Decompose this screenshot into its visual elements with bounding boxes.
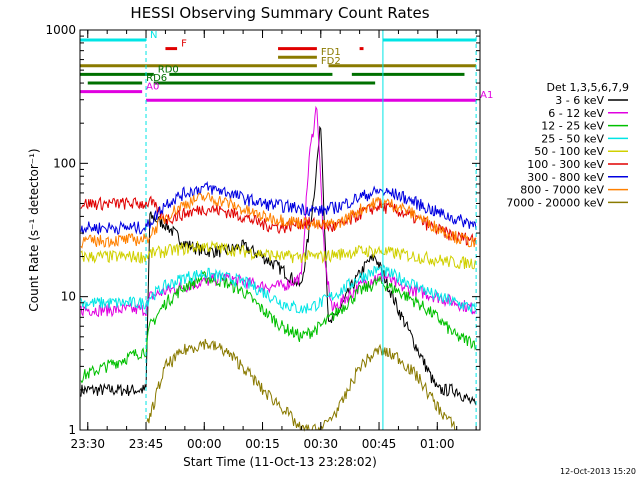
- chart-title: HESSI Observing Summary Count Rates: [130, 4, 429, 22]
- x-tick-label: 23:30: [70, 437, 105, 451]
- series-line: [146, 338, 457, 432]
- y-axis-label: Count Rate (s⁻¹ detector⁻¹): [27, 148, 41, 311]
- x-tick-label: 00:45: [362, 437, 397, 451]
- x-tick-label: 23:45: [129, 437, 164, 451]
- series-line: [80, 264, 477, 315]
- legend-entry-label: 100 - 300 keV: [527, 158, 604, 171]
- legend-entry-label: 3 - 6 keV: [555, 94, 604, 107]
- series-line: [80, 125, 477, 406]
- series-lines: [80, 105, 477, 432]
- legend-entry-label: 7000 - 20000 keV: [506, 196, 604, 209]
- legend-entry-label: 50 - 100 keV: [534, 145, 604, 158]
- series-line: [80, 270, 477, 384]
- legend-entry-label: 800 - 7000 keV: [520, 184, 604, 197]
- x-tick-label: 00:00: [187, 437, 222, 451]
- x-tick-label: 00:30: [303, 437, 338, 451]
- flag-bar-label: N: [150, 30, 157, 41]
- legend-entry-label: 12 - 25 keV: [541, 120, 604, 133]
- flag-bar-label: FD1: [321, 47, 341, 58]
- x-tick-label: 01:00: [420, 437, 455, 451]
- series-line: [80, 181, 477, 236]
- x-axis-label: Start Time (11-Oct-13 23:28:02): [183, 455, 377, 469]
- flag-bar-label: A1: [480, 90, 493, 101]
- series-line: [80, 191, 477, 249]
- y-tick-label: 1000: [45, 23, 76, 37]
- plot-frame: [79, 29, 481, 431]
- axes: 23:30 23:45 00:00 00:15 00:30 00:45 01:00 1 10 10…: [45, 23, 480, 451]
- flag-bar-label: A0: [146, 82, 159, 93]
- flag-bar-label: F: [181, 39, 187, 50]
- legend-title: Det 1,3,5,6,7,9: [546, 81, 629, 94]
- legend-entry-label: 6 - 12 keV: [548, 107, 604, 120]
- timestamp: 12-Oct-2013 15:20: [560, 467, 636, 476]
- series-line: [80, 240, 477, 270]
- series-line: [80, 105, 477, 318]
- legend-entry-label: 25 - 50 keV: [541, 132, 604, 145]
- y-tick-label: 10: [61, 290, 76, 304]
- flag-bar-label: RD0: [158, 64, 179, 75]
- flag-bar-label: RD6: [146, 73, 167, 84]
- y-tick-label: 1: [68, 423, 76, 437]
- x-tick-label: 00:15: [245, 437, 280, 451]
- y-tick-label: 100: [53, 156, 76, 170]
- flag-bar-label: FD2: [321, 56, 341, 67]
- legend-entry-label: 300 - 800 keV: [527, 171, 604, 184]
